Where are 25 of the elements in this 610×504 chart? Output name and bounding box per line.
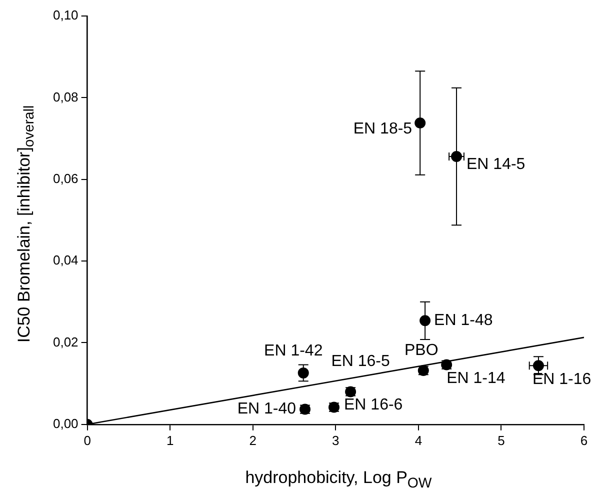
x-tick-label: 3 [332,432,340,448]
annotation: EN 1-42 [264,342,323,360]
x-tick-label: 0 [84,432,91,448]
annotation: EN 1-14 [446,370,506,388]
x-tick-label: 4 [414,432,422,448]
y-tick-label: 0,02 [52,334,78,350]
annotation: EN 16-5 [331,353,390,370]
y-tick-label: 0,10 [52,8,78,23]
y-tick-label: 0,06 [52,170,78,186]
annotation: EN 1-48 [434,312,493,330]
y-tick-label: 0,04 [52,252,78,268]
annotation: EN 14-5 [466,156,526,173]
x-tick-label: 2 [249,432,256,448]
x-tick-label: 1 [166,432,174,448]
y-tick-label: 0,08 [52,89,78,104]
annotation: PBO [404,342,438,359]
annotation: EN 1-40 [237,400,296,418]
annotation: EN 1-16 [532,370,592,388]
annotation: EN 16-6 [344,396,403,414]
x-tick-label: 6 [580,432,588,448]
x-tick-label: 5 [498,432,505,448]
x-axis-title: hydrophobicity, Log P$_{OW}$ [244,468,433,492]
annotation: EN 18-5 [353,120,412,138]
point [414,118,426,128]
y-tick-label: 0,00 [52,416,78,431]
